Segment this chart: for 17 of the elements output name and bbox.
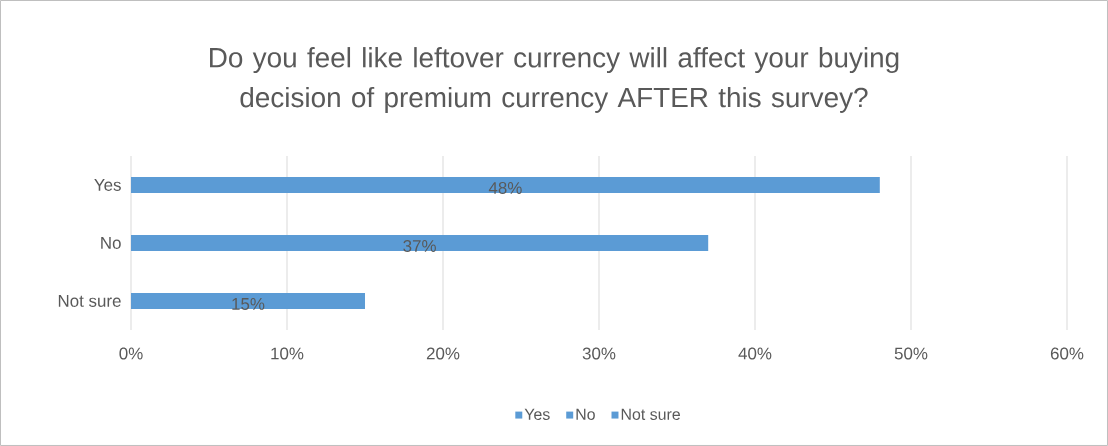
legend-label: Yes [524,408,550,420]
x-tick-label: 60% [1050,347,1084,360]
x-tick-label: 0% [119,347,143,360]
y-tick-label: Yes [94,179,121,191]
chart-title: Do you feel like leftover currency will affect your buying decision of premium currency AFTER this survey? [210,47,899,113]
legend-label: No [576,408,595,420]
legend-label: Not sure [621,408,680,420]
data-label: 15% [232,298,265,310]
y-tick-label: No [101,237,121,249]
data-label: 37% [403,239,436,252]
x-tick-label: 10% [271,347,304,360]
y-tick-label: Not sure [58,295,121,307]
x-tick-label: 40% [738,347,772,360]
data-label: 48% [488,181,522,194]
x-tick-label: 20% [426,347,460,360]
x-tick-label: 50% [894,347,928,360]
x-tick-label: 30% [582,347,616,360]
